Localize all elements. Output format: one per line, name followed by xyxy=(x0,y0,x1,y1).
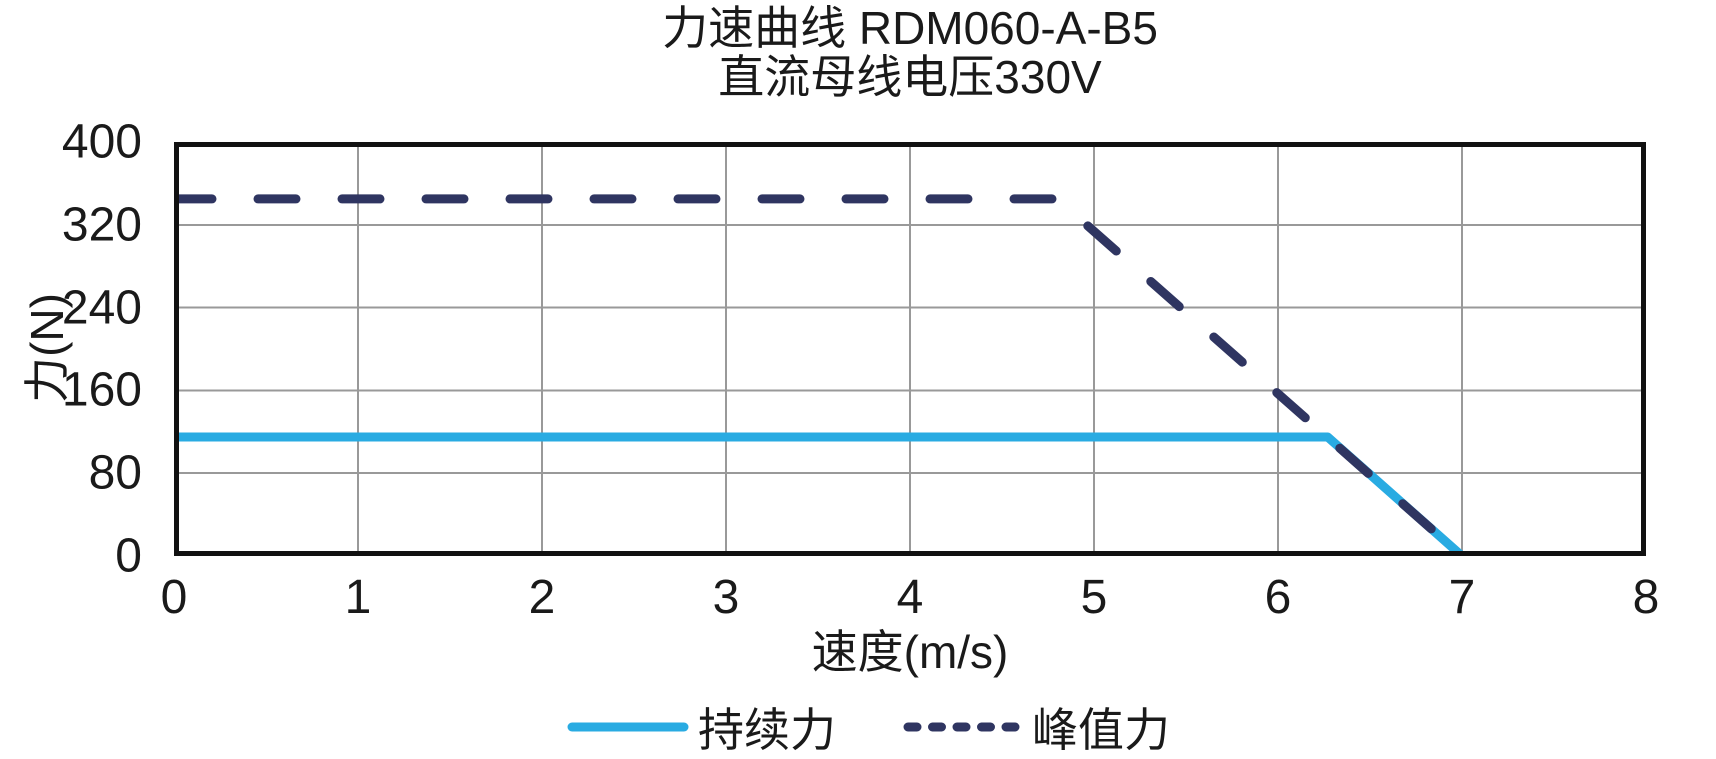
series-line-0 xyxy=(174,432,1467,556)
plot-area xyxy=(174,142,1646,556)
y-tick-label: 320 xyxy=(61,198,142,252)
chart-title: 力速曲线 RDM060-A-B5 xyxy=(662,2,1158,54)
y-tick-label: 0 xyxy=(115,529,142,583)
x-tick-label: 1 xyxy=(344,571,372,624)
x-tick-label: 2 xyxy=(528,571,556,624)
chart-title-block: 力速曲线 RDM060-A-B5 直流母线电压330V xyxy=(174,4,1646,102)
y-tick-label: 240 xyxy=(61,281,142,335)
chart-subtitle: 直流母线电压330V xyxy=(718,51,1102,103)
x-tick-label: 3 xyxy=(712,571,740,624)
y-tick-label: 80 xyxy=(88,446,142,500)
plot-frame xyxy=(174,142,1646,556)
y-tick-labels: 0 80 160 240 320 400 xyxy=(0,0,156,759)
x-tick-label: 7 xyxy=(1448,571,1476,624)
dashed-line-swatch-icon xyxy=(903,722,1023,732)
plot-svg xyxy=(174,142,1646,556)
x-tick-label: 0 xyxy=(160,571,188,624)
solid-line-swatch-icon xyxy=(567,722,689,732)
legend-label-peak-force: 峰值力 xyxy=(1032,704,1170,756)
x-axis-label: 速度(m/s) xyxy=(811,626,1009,678)
series-line-1 xyxy=(174,194,1467,556)
legend-item-peak-force: 峰值力 xyxy=(900,694,1170,759)
x-tick-label: 5 xyxy=(1080,571,1108,624)
legend-label-continuous-force: 持续力 xyxy=(698,704,836,756)
x-tick-label: 4 xyxy=(896,571,924,624)
legend: 持续力 峰值力 xyxy=(132,694,1604,759)
legend-item-continuous-force: 持续力 xyxy=(566,694,836,759)
x-tick-label: 6 xyxy=(1264,571,1292,624)
y-tick-label: 400 xyxy=(61,115,142,169)
x-tick-label: 8 xyxy=(1632,571,1660,624)
y-tick-label: 160 xyxy=(61,363,142,417)
